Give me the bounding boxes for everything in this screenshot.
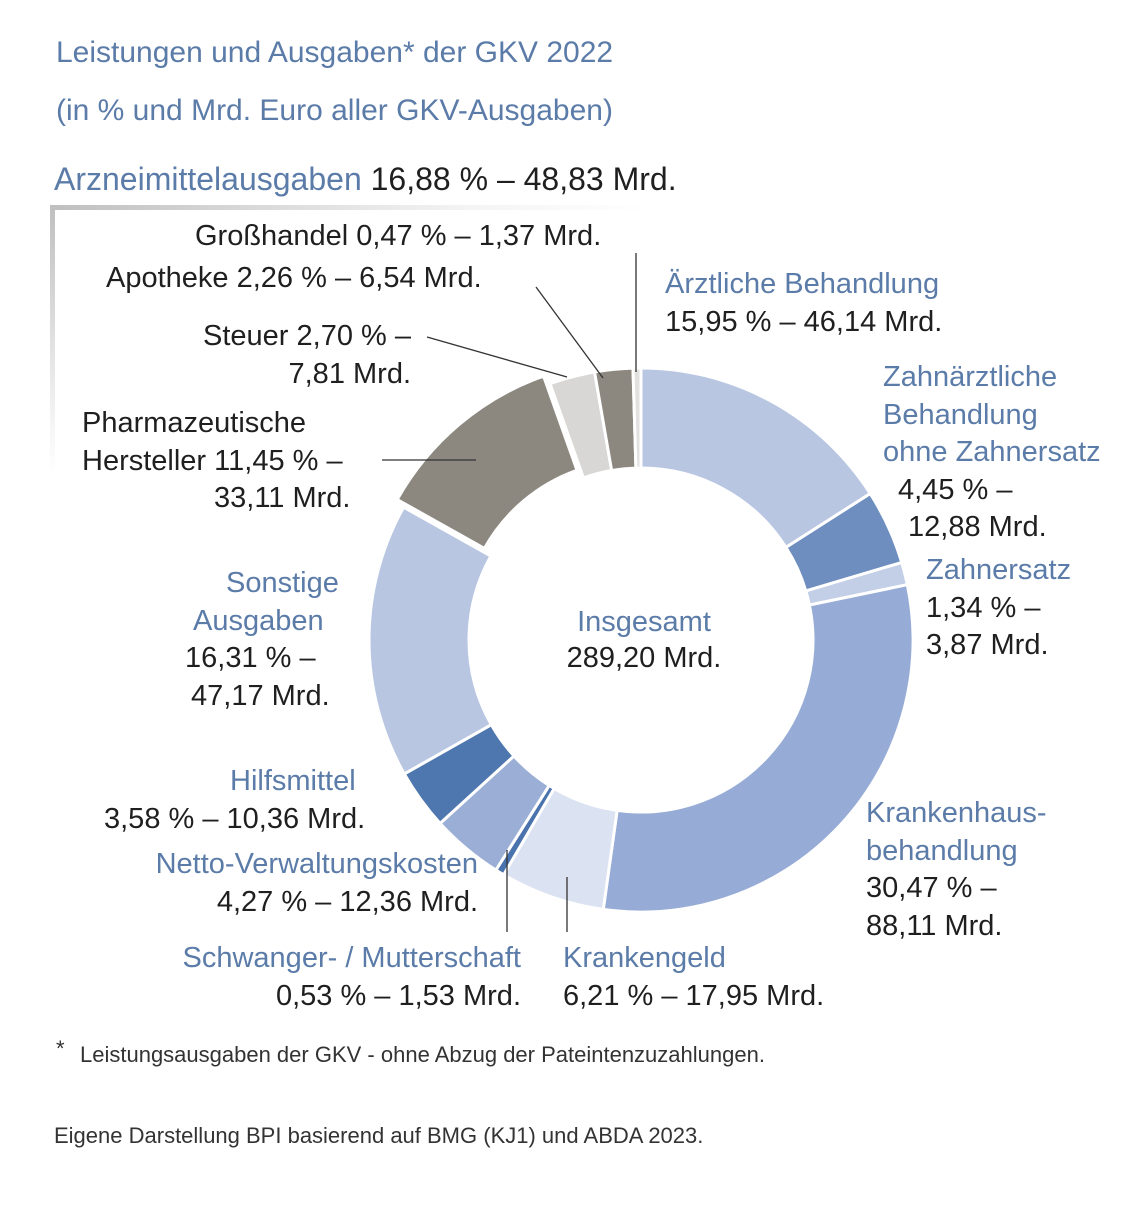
label-verwaltung-value: 4,27 % – 12,36 Mrd. xyxy=(216,885,478,918)
label-pharma-value-b: 33,11 Mrd. xyxy=(214,482,351,514)
label-pharma-name-a: Pharmazeutische xyxy=(82,407,307,439)
label-grosshandel-value: 0,47 % – 1,37 Mrd. xyxy=(356,220,602,252)
footnote-star: * xyxy=(56,1036,65,1061)
label-sonstige-name-a: Sonstige xyxy=(226,567,339,599)
label-sonstige-value-b: 47,17 Mrd. xyxy=(191,679,330,712)
label-apotheke: Apotheke 2,26 % – 6,54 Mrd. xyxy=(106,260,482,298)
section-value: 16,88 % – 48,83 Mrd. xyxy=(370,161,677,197)
chart-title: Leistungen und Ausgaben* der GKV 2022 xyxy=(56,36,614,69)
footnote-text: Leistungsausgaben der GKV - ohne Abzug d… xyxy=(80,1042,765,1067)
label-schwanger-value: 0,53 % – 1,53 Mrd. xyxy=(275,979,521,1012)
label-krankenhaus-value-a: 30,47 % – xyxy=(866,872,997,904)
label-zahnaerztlich-name-c: ohne Zahnersatz xyxy=(883,436,1101,468)
group-bracket-top xyxy=(50,205,650,210)
section-name: Arzneimittelausgaben xyxy=(54,161,362,197)
chart-subtitle: (in % und Mrd. Euro aller GKV-Ausgaben) xyxy=(56,94,613,127)
label-pharma-value-a: 11,45 % – xyxy=(214,444,343,477)
label-pharma-name-b: Hersteller xyxy=(82,444,207,477)
leader-lines xyxy=(382,253,637,932)
label-krankenhaus-name-b: behandlung xyxy=(866,834,1018,867)
center-value: 289,20 Mrd. xyxy=(567,642,722,674)
label-hilfsmittel: Hilfsmittel 3,58 % – 10,36 Mrd. xyxy=(104,763,365,838)
label-pharma: Pharmazeutische Hersteller 11,45 % – 33,… xyxy=(82,405,350,518)
label-steuer-name: Steuer xyxy=(203,320,289,352)
label-krankengeld-name: Krankengeld xyxy=(563,942,726,974)
slice-pharma xyxy=(395,374,579,551)
label-schwanger: Schwanger- / Mutterschaft 0,53 % – 1,53 … xyxy=(183,940,521,1015)
label-grosshandel: Großhandel 0,47 % – 1,37 Mrd. xyxy=(195,218,601,256)
label-aerztlich-value: 15,95 % – 46,14 Mrd. xyxy=(665,305,943,338)
donut-slices xyxy=(367,366,915,914)
label-krankenhaus-value-b: 88,11 Mrd. xyxy=(866,909,1003,942)
label-krankenhaus: Krankenhaus- behandlung 30,47 % – 88,11 … xyxy=(866,795,1047,945)
label-apotheke-value: 2,26 % – 6,54 Mrd. xyxy=(236,262,482,294)
label-zahnersatz-value-b: 3,87 Mrd. xyxy=(926,629,1049,661)
label-sonstige-name-b: Ausgaben xyxy=(193,604,324,637)
source-note: Eigene Darstellung BPI basierend auf BMG… xyxy=(54,1123,704,1148)
label-aerztlich-name: Ärztliche Behandlung xyxy=(665,268,940,300)
label-hilfsmittel-name: Hilfsmittel xyxy=(230,765,356,797)
label-steuer: Steuer 2,70 % – 7,81 Mrd. xyxy=(203,318,411,393)
label-apotheke-name: Apotheke xyxy=(106,262,229,294)
label-zahnersatz-value-a: 1,34 % – xyxy=(926,591,1041,624)
section-heading: Arzneimittelausgaben 16,88 % – 48,83 Mrd… xyxy=(54,159,677,199)
label-verwaltung: Netto-Verwaltungskosten 4,27 % – 12,36 M… xyxy=(156,846,478,921)
label-hilfsmittel-value: 3,58 % – 10,36 Mrd. xyxy=(104,802,366,835)
label-krankengeld-value: 6,21 % – 17,95 Mrd. xyxy=(563,979,825,1012)
slice-grosshandel xyxy=(631,366,643,470)
label-sonstige-value-a: 16,31 % – xyxy=(185,642,316,674)
label-zahnaerztlich-name-a: Zahnärztliche xyxy=(883,361,1058,393)
label-zahnersatz: Zahnersatz 1,34 % – 3,87 Mrd. xyxy=(926,552,1071,665)
slice-krankenhaus xyxy=(601,582,915,914)
label-verwaltung-name: Netto-Verwaltungskosten xyxy=(155,848,478,880)
label-krankenhaus-name-a: Krankenhaus- xyxy=(866,797,1047,829)
label-aerztlich: Ärztliche Behandlung 15,95 % – 46,14 Mrd… xyxy=(665,266,942,341)
label-zahnaerztlich-value-a: 4,45 % – xyxy=(898,473,1013,506)
leader-steuer xyxy=(426,336,568,378)
label-zahnersatz-name: Zahnersatz xyxy=(926,554,1072,586)
label-steuer-value-b: 7,81 Mrd. xyxy=(288,357,412,390)
center-label: Insgesamt xyxy=(577,606,711,638)
label-zahnaerztlich-value-b: 12,88 Mrd. xyxy=(908,511,1047,543)
label-steuer-value-a: 2,70 % – xyxy=(296,320,411,352)
slice-sonstige xyxy=(367,505,494,776)
label-sonstige: Sonstige Ausgaben 16,31 % – 47,17 Mrd. xyxy=(185,565,339,715)
label-schwanger-name: Schwanger- / Mutterschaft xyxy=(182,942,521,974)
label-zahnaerztlich: Zahnärztliche Behandlung ohne Zahnersatz… xyxy=(883,359,1101,547)
label-grosshandel-name: Großhandel xyxy=(195,220,349,252)
group-bracket-left xyxy=(50,205,55,475)
leader-apotheke xyxy=(535,286,604,379)
label-krankengeld: Krankengeld 6,21 % – 17,95 Mrd. xyxy=(563,940,824,1015)
label-zahnaerztlich-name-b: Behandlung xyxy=(883,398,1038,431)
